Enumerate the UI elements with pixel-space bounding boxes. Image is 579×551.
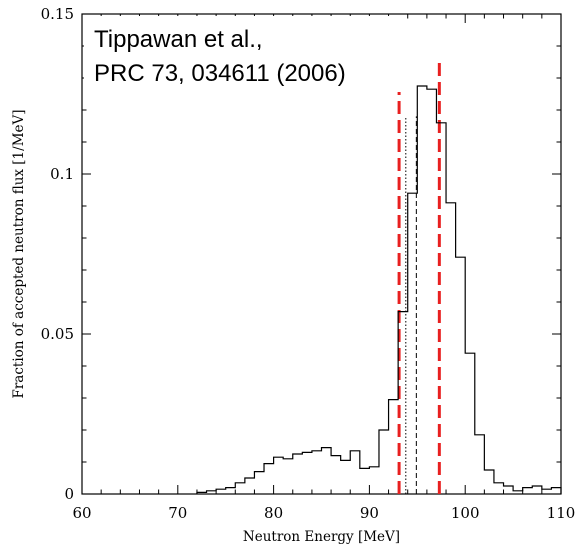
annotation-box [84, 16, 402, 92]
y-tick-label: 0.15 [41, 5, 74, 23]
x-tick-label: 70 [168, 504, 187, 522]
x-tick-label: 110 [547, 504, 576, 522]
y-tick-label: 0.05 [41, 325, 74, 343]
histogram-series [196, 85, 562, 494]
x-tick-labels: 60 70 80 90 100 110 [72, 504, 575, 522]
x-tick-label: 80 [264, 504, 283, 522]
plot-frame [81, 13, 562, 495]
annotation-line-2: PRC 73, 034611 (2006) [94, 60, 346, 87]
x-tick-label: 100 [451, 504, 480, 522]
x-tick-label: 60 [72, 504, 91, 522]
window-lines [397, 62, 441, 494]
x-axis-label: Neutron Energy [MeV] [243, 529, 400, 545]
y-tick-label: 0.1 [50, 165, 74, 183]
y-axis-label: Fraction of accepted neutron flux [1/MeV… [11, 109, 27, 398]
y-tick-label: 0 [64, 485, 74, 503]
x-tick-label: 90 [360, 504, 379, 522]
y-tick-labels: 0 0.05 0.1 0.15 [41, 5, 74, 503]
annotation-line-1: Tippawan et al., [94, 26, 263, 53]
